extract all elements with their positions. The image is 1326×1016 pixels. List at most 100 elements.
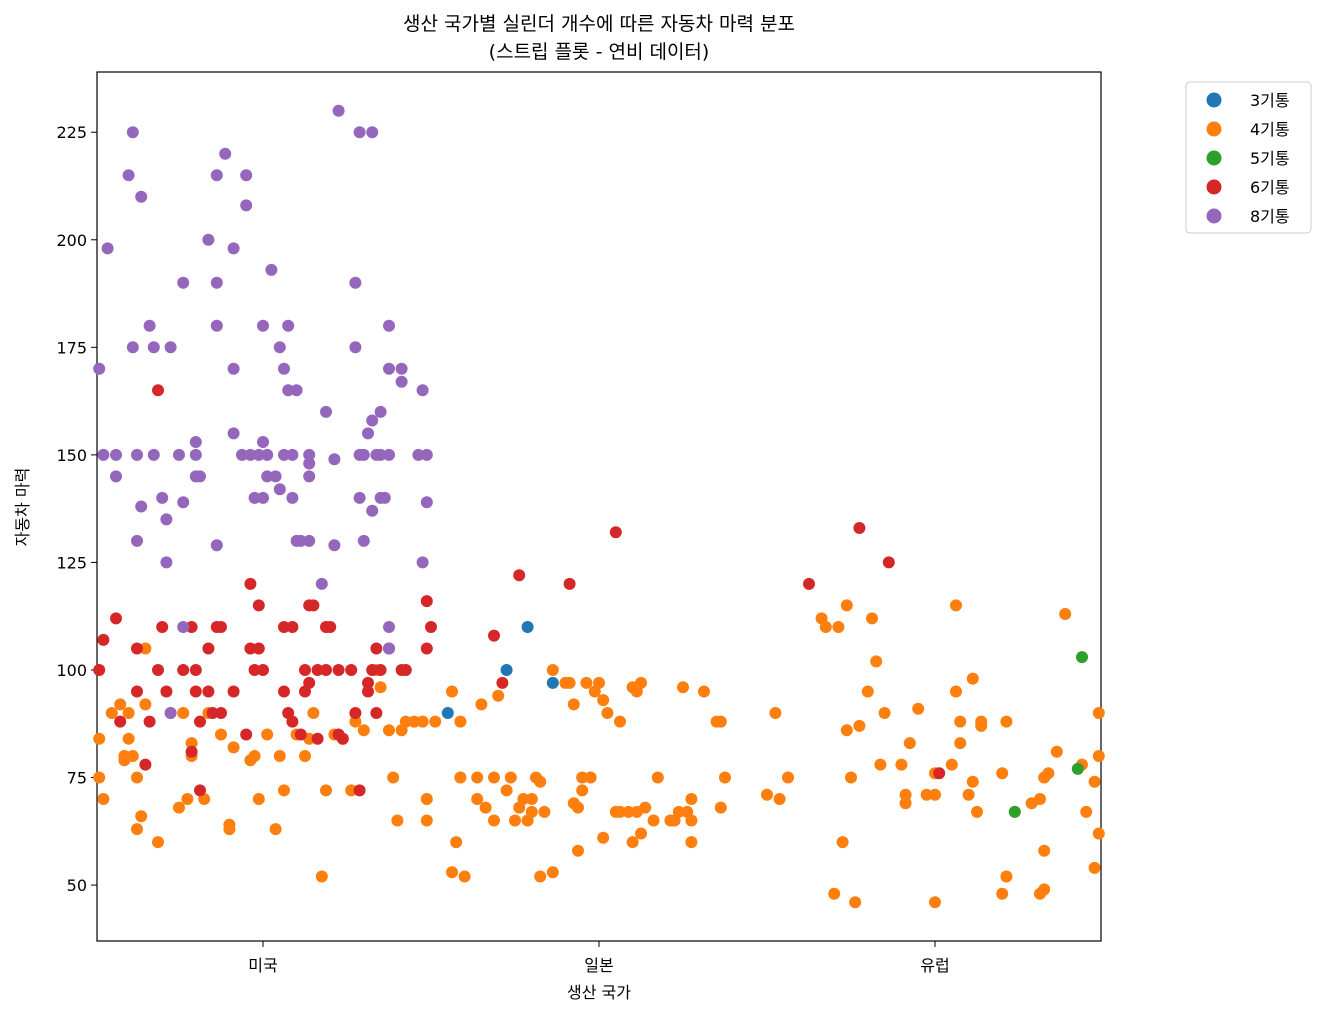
data-point	[408, 715, 421, 728]
data-point	[315, 577, 328, 590]
data-point	[244, 642, 257, 655]
data-point	[320, 405, 332, 418]
data-point	[525, 793, 538, 805]
data-point	[513, 569, 526, 582]
data-point	[563, 676, 576, 689]
data-point	[651, 771, 664, 784]
chart-title: 생산 국가별 실린더 개수에 따른 자동차 마력 분포	[403, 13, 795, 35]
data-point	[853, 719, 866, 732]
data-point	[719, 771, 731, 784]
data-point	[248, 664, 261, 676]
data-point	[866, 612, 878, 625]
data-point	[500, 664, 513, 676]
data-point	[257, 491, 269, 504]
data-point	[278, 362, 290, 375]
data-point	[647, 814, 660, 827]
data-point	[252, 599, 265, 612]
data-point	[177, 707, 190, 719]
data-point	[278, 784, 290, 797]
data-point	[131, 685, 143, 698]
series-group	[1008, 651, 1088, 818]
data-point	[567, 698, 580, 711]
data-point	[425, 621, 437, 633]
data-point	[366, 414, 379, 427]
data-point	[286, 448, 299, 461]
data-point	[471, 771, 484, 784]
data-point	[454, 771, 467, 784]
data-point	[362, 685, 374, 698]
data-point	[374, 405, 387, 418]
legend-marker	[1206, 92, 1222, 108]
data-point	[227, 741, 240, 754]
data-point	[420, 496, 433, 509]
data-point	[139, 758, 152, 771]
data-point	[156, 491, 169, 504]
legend-marker	[1206, 208, 1222, 224]
data-point	[290, 384, 303, 397]
data-point	[1080, 805, 1093, 818]
data-point	[278, 621, 290, 633]
y-tick-label: 225	[56, 123, 87, 142]
data-point	[320, 784, 332, 797]
data-point	[210, 276, 223, 289]
data-point	[597, 694, 610, 707]
data-point	[870, 655, 883, 668]
legend-label: 3기통	[1250, 91, 1290, 110]
data-point	[307, 707, 320, 719]
data-point	[773, 793, 786, 805]
data-point	[265, 263, 278, 276]
data-point	[131, 448, 143, 461]
data-point	[122, 707, 135, 719]
data-point	[395, 375, 408, 388]
data-point	[832, 621, 845, 633]
data-point	[273, 341, 286, 354]
data-point	[572, 844, 584, 857]
data-point	[614, 805, 626, 818]
data-point	[996, 887, 1009, 900]
data-point	[383, 319, 395, 332]
data-point	[227, 427, 240, 440]
data-point	[1050, 745, 1063, 758]
data-point	[845, 771, 857, 784]
data-point	[761, 788, 773, 801]
data-point	[895, 758, 908, 771]
data-point	[227, 362, 240, 375]
data-point	[635, 827, 647, 840]
data-point	[320, 664, 332, 676]
data-point	[399, 715, 412, 728]
data-point	[152, 384, 164, 397]
data-point	[454, 715, 467, 728]
data-point	[496, 676, 509, 689]
data-point	[357, 724, 370, 737]
data-point	[1088, 775, 1101, 788]
data-point	[286, 621, 299, 633]
data-point	[1071, 762, 1084, 775]
data-point	[189, 448, 202, 461]
y-tick-label: 200	[56, 231, 87, 250]
data-point	[194, 470, 206, 483]
data-point	[219, 147, 232, 160]
data-point	[769, 707, 782, 719]
data-point	[257, 319, 269, 332]
data-point	[576, 784, 589, 797]
data-point	[714, 801, 727, 814]
data-point	[189, 436, 202, 448]
data-point	[1092, 750, 1105, 762]
data-point	[593, 676, 605, 689]
data-point	[273, 483, 286, 496]
data-point	[257, 664, 269, 676]
data-point	[819, 621, 832, 633]
data-point	[383, 642, 395, 655]
data-point	[101, 242, 114, 255]
data-point	[227, 242, 240, 255]
data-point	[252, 642, 265, 655]
data-point	[966, 775, 979, 788]
legend: 3기통 4기통 5기통 6기통 8기통	[1185, 81, 1312, 234]
data-point	[782, 771, 794, 784]
series-group	[93, 104, 433, 719]
data-point	[353, 491, 366, 504]
legend-label: 8기통	[1250, 207, 1290, 226]
data-point	[1034, 793, 1046, 805]
data-point	[139, 642, 152, 655]
data-point	[332, 104, 345, 117]
